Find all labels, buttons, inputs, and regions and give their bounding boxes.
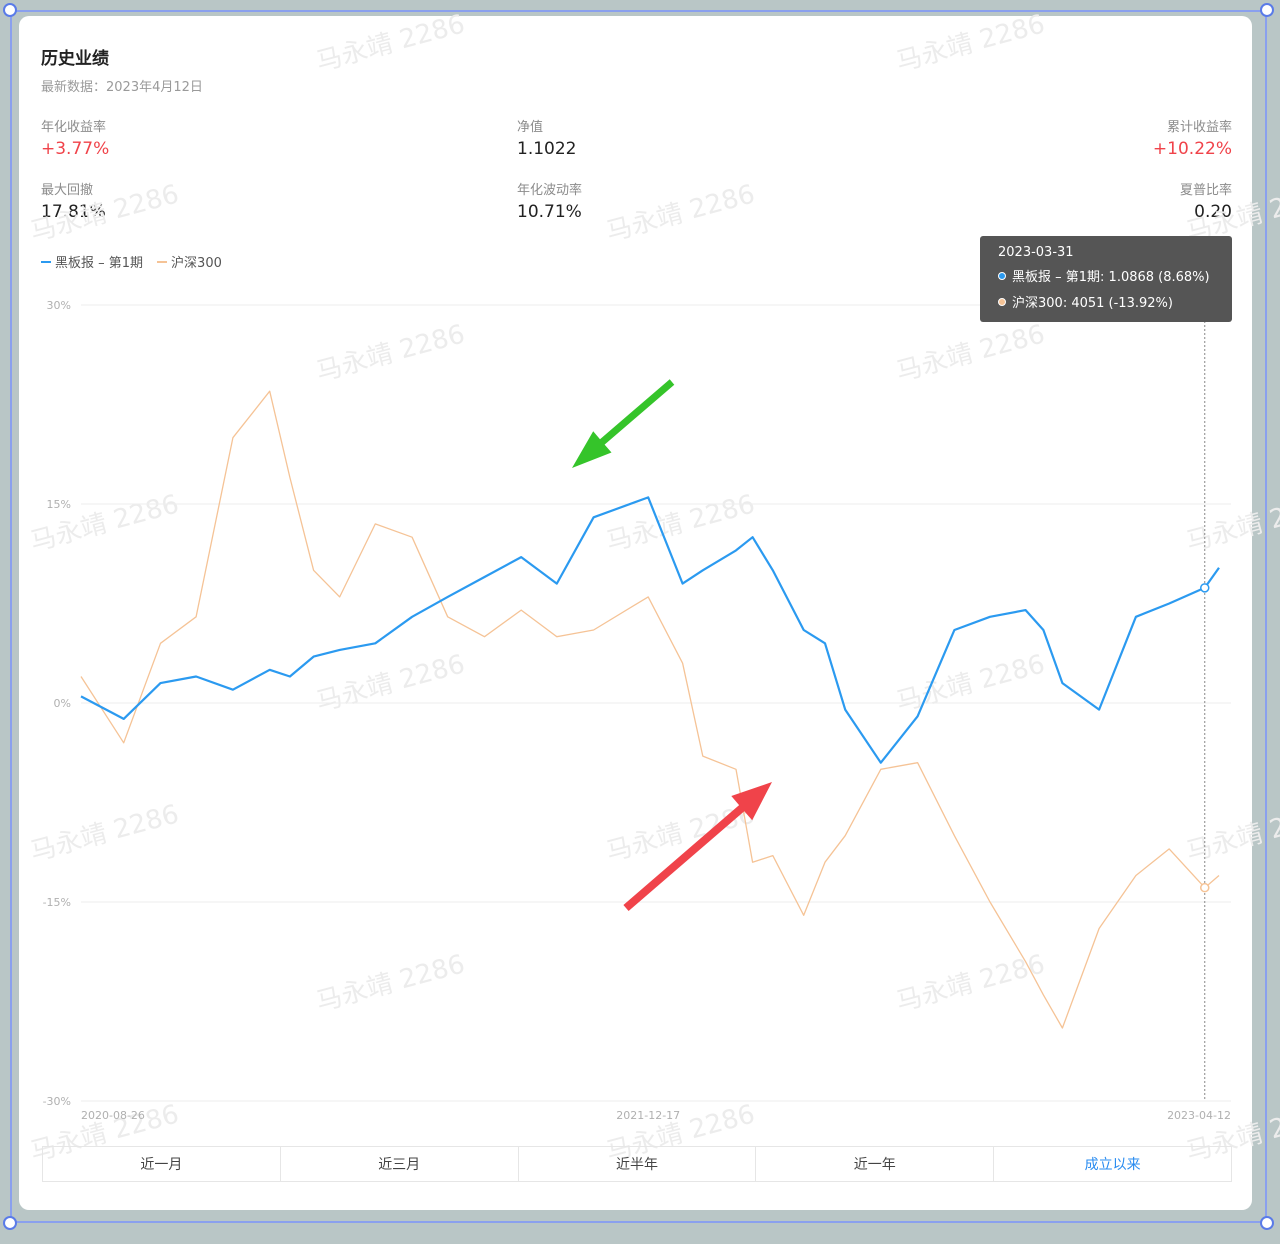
stat-label: 年化波动率 (517, 183, 583, 198)
stat-value: 17.81% (41, 202, 106, 222)
stat-max-drawdown: 最大回撤 17.81% (41, 179, 106, 222)
tooltip-row-index: 沪深300: 4051 (-13.92%) (998, 292, 1214, 311)
chart-tooltip: 2023-03-31 黑板报 – 第1期: 1.0868 (8.68%) 沪深3… (980, 236, 1232, 322)
selection-frame (10, 10, 1267, 1223)
watermark-text: 马永靖 2286 (27, 799, 182, 867)
stat-value: +10.22% (1152, 139, 1232, 159)
y-tick-label: -15% (43, 896, 71, 909)
stat-label: 累计收益率 (1166, 120, 1232, 135)
resize-handle-bottom-left[interactable] (3, 1216, 17, 1230)
watermark-text: 马永靖 2286 (313, 949, 468, 1017)
stat-annual-return: 年化收益率 +3.77% (41, 116, 109, 159)
latest-data-date: 最新数据：2023年4月12日 (41, 80, 203, 95)
watermark-text: 马永靖 2286 (313, 319, 468, 387)
series-line-fund (80, 496, 1220, 764)
x-tick-label: 2023-04-12 (1167, 1109, 1231, 1122)
legend-label-fund: 黑板报 – 第1期 (55, 256, 144, 271)
annotation-arrow-red (623, 782, 772, 911)
y-tick-label: 15% (47, 498, 71, 511)
tooltip-text-fund: 黑板报 – 第1期: 1.0868 (8.68%) (1012, 270, 1210, 285)
legend-item-fund[interactable]: 黑板报 – 第1期 (41, 252, 143, 271)
tab-1-month[interactable]: 近一月 (43, 1147, 281, 1181)
tooltip-row-fund: 黑板报 – 第1期: 1.0868 (8.68%) (998, 266, 1214, 285)
stat-label: 夏普比率 (1179, 183, 1232, 198)
watermark-text: 马永靖 2286 (893, 9, 1048, 77)
stat-value: 10.71% (517, 202, 582, 222)
hover-point-index (1200, 882, 1210, 893)
watermark-text: 马永靖 2286 (313, 649, 468, 717)
resize-handle-top-right[interactable] (1260, 3, 1274, 17)
stat-nav: 净值 1.1022 (517, 116, 576, 159)
tab-6-months[interactable]: 近半年 (519, 1147, 757, 1181)
chart-legend: 黑板报 – 第1期 沪深300 (41, 252, 222, 271)
annotation-arrow-green (572, 379, 675, 468)
stat-label: 最大回撤 (41, 183, 94, 198)
watermark-text: 马永靖 2286 (603, 489, 758, 557)
legend-swatch-fund (41, 260, 51, 263)
y-tick-label: -30% (43, 1095, 71, 1108)
y-tick-label: 30% (47, 299, 71, 312)
watermark-text: 马永靖 2286 (893, 649, 1048, 717)
series-line-index (80, 390, 1220, 1029)
x-tick-label: 2021-12-17 (616, 1109, 680, 1122)
tooltip-text-index: 沪深300: 4051 (-13.92%) (1012, 296, 1173, 311)
stat-sharpe: 夏普比率 0.20 (1180, 179, 1232, 222)
x-tick-label: 2020-08-26 (81, 1109, 145, 1122)
tab-1-year[interactable]: 近一年 (756, 1147, 995, 1181)
tooltip-date: 2023-03-31 (998, 245, 1074, 260)
stat-label: 净值 (517, 120, 544, 135)
legend-swatch-index (157, 260, 168, 263)
y-tick-label: 0% (54, 697, 71, 710)
stat-cumulative-return: 累计收益率 +10.22% (1153, 116, 1232, 159)
stat-value: +3.77% (41, 139, 110, 159)
resize-handle-top-left[interactable] (3, 3, 17, 17)
stat-label: 年化收益率 (41, 120, 107, 135)
watermark-text: 马永靖 2286 (27, 179, 182, 247)
tab-since-inception[interactable]: 成立以来 (1084, 1157, 1141, 1173)
tab-3-months[interactable]: 近三月 (281, 1147, 519, 1181)
resize-handle-bottom-right[interactable] (1260, 1216, 1274, 1230)
stat-value: 1.1022 (517, 139, 577, 159)
watermark-text: 马永靖 2286 (313, 9, 468, 77)
tooltip-dot-fund (998, 271, 1006, 280)
stat-value: 0.20 (1194, 202, 1232, 222)
legend-item-index[interactable]: 沪深300 (157, 252, 222, 271)
line-chart[interactable]: 马永靖 2286 马永靖 2286 马永靖 2286 马永靖 2286 马永靖 2286… (19, 9, 1280, 1167)
stat-volatility: 年化波动率 10.71% (517, 179, 582, 222)
page-title: 历史业绩 (41, 49, 109, 69)
period-tabs: 近一月 近三月 近半年 近一年 成立以来 (42, 1146, 1232, 1182)
tooltip-dot-index (998, 297, 1006, 306)
performance-card: 历史业绩 最新数据：2023年4月12日 年化收益率 +3.77% 净值 1.1… (19, 9, 1280, 1210)
hover-point-fund (1200, 583, 1210, 593)
watermark-text: 马永靖 2286 (893, 319, 1048, 387)
legend-label-index: 沪深300 (171, 256, 222, 271)
watermark-text: 马永靖 2286 (603, 179, 758, 247)
